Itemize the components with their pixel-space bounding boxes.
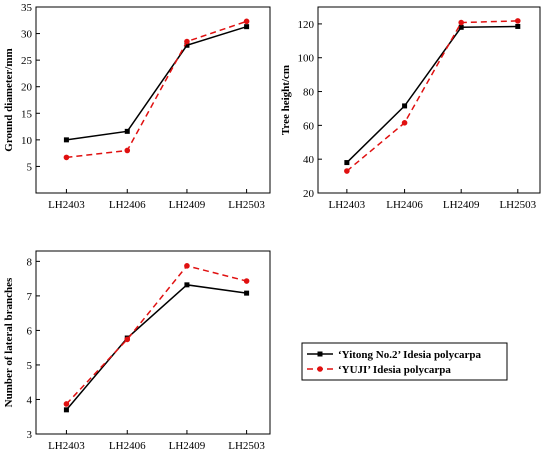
legend-label-1: ‘Yitong No.2’ Idesia polycarpa [338, 349, 482, 361]
data-point-circle [63, 154, 70, 161]
data-point-square [184, 282, 190, 288]
x-tick-label: LH2503 [228, 440, 265, 452]
plot-frame [317, 6, 541, 194]
y-tick-label: 80 [303, 87, 315, 99]
chart-panel-1: 5 10 15 20 25 30 35 LH2403 LH2406 LH2409 LH2503 Gro… [3, 2, 271, 211]
y-tick-label: 25 [21, 55, 33, 67]
x-tick-label: LH2403 [48, 199, 85, 211]
x-tick-label: LH2403 [48, 440, 85, 452]
x-tick-label: LH2406 [386, 199, 423, 211]
data-point-circle [401, 120, 408, 126]
x-tick-label: LH2409 [169, 440, 206, 452]
data-point-circle [458, 19, 464, 26]
x-tick-label: LH2403 [329, 199, 366, 211]
series-line-1 [346, 25, 518, 164]
data-point-square [244, 24, 250, 30]
y-tick-label: 10 [21, 135, 33, 147]
y-tick-label: 6 [27, 325, 33, 337]
y-tick-label: 100 [298, 53, 315, 65]
data-point-square [244, 290, 250, 296]
data-point-square [515, 23, 521, 29]
plot-frame [35, 6, 271, 194]
x-tick-label: LH2406 [109, 199, 146, 211]
y-tick-label: 40 [303, 154, 315, 166]
data-point-circle [184, 38, 190, 45]
plot-frame [35, 250, 271, 435]
data-point-circle [184, 263, 190, 269]
y-tick-label: 5 [27, 161, 33, 173]
y-tick-label: 5 [27, 360, 33, 372]
y-tick-label: 3 [27, 429, 33, 441]
data-point-circle [243, 18, 250, 25]
chart-panel-3: 3 4 5 6 7 8 LH2403 LH2406 LH2409 LH2503 Number of … [3, 250, 271, 452]
y-axis-title: Ground diameter/mm [3, 48, 15, 151]
chart-panel-2: 20 40 60 80 100 120 LH2403 LH2406 LH2409 LH2503 Tr… [280, 6, 541, 211]
y-tick-label: 20 [303, 188, 315, 200]
data-point-square [63, 137, 69, 143]
legend-box [301, 342, 508, 381]
legend-marker-circle [317, 366, 323, 372]
data-point-square [344, 160, 350, 166]
series-line-2 [65, 265, 247, 405]
data-point-circle [124, 147, 131, 154]
data-point-square [458, 24, 464, 30]
y-tick-label: 7 [27, 291, 33, 303]
legend-marker-square [317, 351, 323, 357]
data-point-circle [124, 336, 131, 343]
data-point-circle [344, 168, 350, 174]
x-tick-label: LH2409 [443, 199, 480, 211]
x-tick-label: LH2503 [228, 199, 265, 211]
y-tick-label: 4 [27, 394, 33, 406]
y-tick-label: 35 [21, 2, 33, 14]
y-tick-label: 60 [303, 120, 315, 132]
y-tick-label: 20 [21, 82, 33, 94]
series-line-2 [66, 20, 247, 159]
series-line-2 [346, 20, 518, 172]
y-tick-label: 15 [21, 108, 33, 120]
x-tick-label: LH2406 [109, 440, 146, 452]
data-point-square [124, 128, 130, 134]
data-point-circle [63, 401, 70, 407]
legend: ‘Yitong No.2’ Idesia polycarpa ‘YUJI’ Ide… [301, 342, 508, 381]
data-point-square [63, 407, 69, 413]
y-tick-label: 120 [298, 19, 315, 31]
y-axis-title: Tree height/cm [280, 65, 292, 135]
data-point-square [402, 103, 408, 109]
legend-label-2: ‘YUJI’ Idesia polycarpa [338, 364, 451, 376]
x-tick-label: LH2409 [169, 199, 206, 211]
y-axis-title: Number of lateral branches [3, 277, 15, 407]
x-tick-label: LH2503 [499, 199, 536, 211]
data-point-square [184, 42, 190, 48]
series-line-1 [66, 25, 247, 141]
y-tick-label: 8 [27, 256, 33, 268]
data-point-circle [515, 18, 521, 24]
y-tick-label: 30 [21, 29, 33, 41]
series-line-1 [65, 284, 247, 411]
data-point-circle [243, 278, 250, 284]
